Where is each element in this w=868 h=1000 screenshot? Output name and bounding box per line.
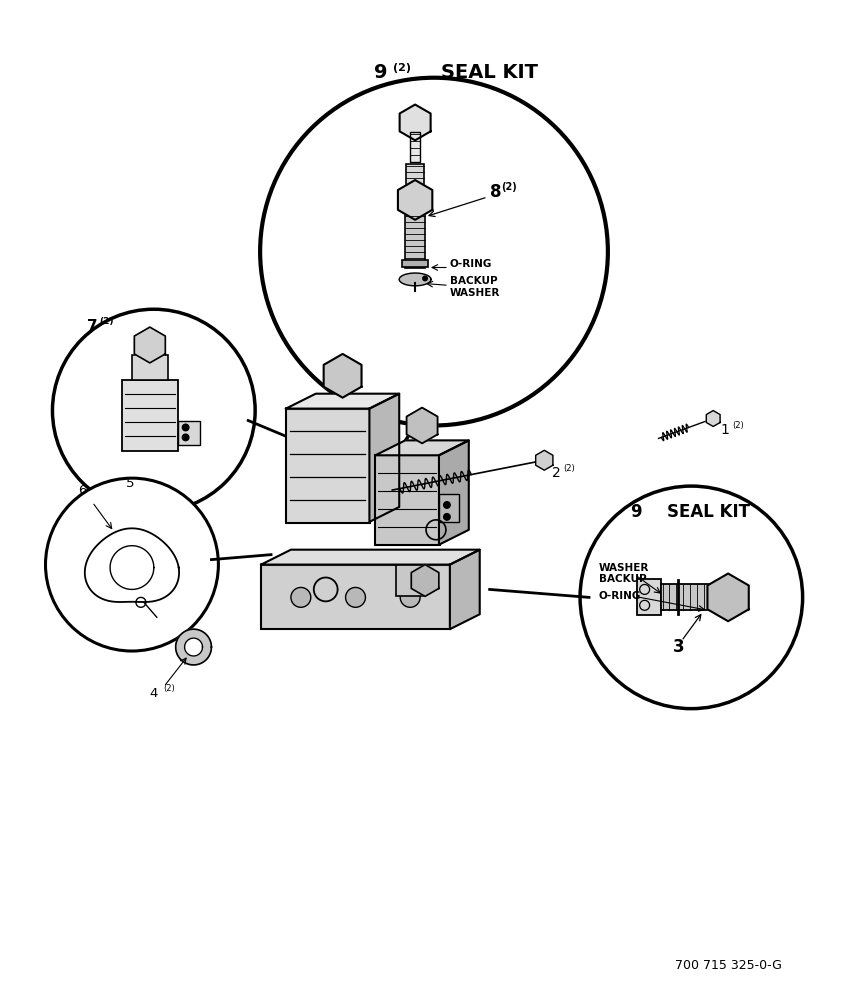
- Bar: [122, 380, 178, 451]
- Polygon shape: [707, 411, 720, 426]
- Text: SEAL KIT: SEAL KIT: [667, 503, 750, 521]
- Bar: [661, 584, 713, 610]
- Bar: [637, 579, 661, 615]
- Circle shape: [181, 423, 189, 431]
- Bar: [375, 455, 440, 545]
- Text: 2: 2: [552, 466, 561, 480]
- Bar: [132, 355, 168, 380]
- Polygon shape: [175, 629, 212, 665]
- Circle shape: [45, 478, 219, 651]
- Polygon shape: [85, 528, 179, 602]
- Polygon shape: [398, 180, 432, 220]
- Polygon shape: [324, 354, 361, 398]
- Text: 6: 6: [78, 484, 87, 497]
- Polygon shape: [110, 546, 154, 589]
- Circle shape: [422, 275, 428, 281]
- Text: 700 715 325-0-G: 700 715 325-0-G: [674, 959, 781, 972]
- Circle shape: [291, 587, 311, 607]
- Text: 4: 4: [149, 687, 158, 700]
- Circle shape: [345, 587, 365, 607]
- Text: (2): (2): [733, 421, 744, 430]
- Text: 7: 7: [87, 319, 97, 334]
- Text: (2): (2): [163, 684, 174, 693]
- Text: BACKUP: BACKUP: [599, 574, 647, 584]
- Circle shape: [580, 486, 803, 709]
- Text: WASHER: WASHER: [450, 288, 500, 298]
- Circle shape: [443, 501, 450, 509]
- Bar: [178, 421, 200, 445]
- Text: (2): (2): [99, 317, 114, 326]
- Polygon shape: [399, 273, 431, 286]
- Bar: [411, 132, 420, 162]
- Polygon shape: [370, 394, 399, 522]
- Polygon shape: [286, 394, 399, 409]
- Text: 1: 1: [720, 423, 730, 437]
- Text: O-RING: O-RING: [450, 259, 492, 269]
- Polygon shape: [707, 574, 749, 621]
- Circle shape: [181, 433, 189, 441]
- Text: WASHER: WASHER: [599, 563, 649, 573]
- Bar: [402, 260, 428, 267]
- Bar: [397, 565, 424, 596]
- Text: SEAL KIT: SEAL KIT: [441, 63, 538, 82]
- Polygon shape: [450, 550, 480, 629]
- Polygon shape: [411, 565, 439, 596]
- Bar: [405, 214, 425, 268]
- Text: (2): (2): [502, 182, 517, 192]
- Bar: [261, 565, 450, 629]
- Text: (2): (2): [563, 464, 575, 473]
- Bar: [406, 164, 424, 209]
- Polygon shape: [399, 105, 431, 140]
- Text: 9: 9: [630, 503, 641, 521]
- Polygon shape: [439, 440, 469, 545]
- Bar: [439, 494, 459, 522]
- Text: 3: 3: [673, 638, 684, 656]
- Text: 8: 8: [490, 183, 501, 201]
- Text: 9: 9: [373, 63, 387, 82]
- Circle shape: [260, 78, 608, 425]
- Polygon shape: [536, 450, 553, 470]
- Circle shape: [400, 587, 420, 607]
- Polygon shape: [135, 327, 165, 363]
- Text: O-RING: O-RING: [599, 591, 641, 601]
- Text: (2): (2): [393, 63, 411, 73]
- Bar: [286, 409, 371, 523]
- Polygon shape: [375, 440, 469, 455]
- Circle shape: [443, 513, 450, 521]
- Polygon shape: [406, 408, 437, 443]
- Text: BACKUP: BACKUP: [450, 276, 497, 286]
- Polygon shape: [185, 638, 202, 656]
- Text: 5: 5: [126, 477, 135, 490]
- Polygon shape: [261, 550, 480, 565]
- Circle shape: [52, 309, 255, 512]
